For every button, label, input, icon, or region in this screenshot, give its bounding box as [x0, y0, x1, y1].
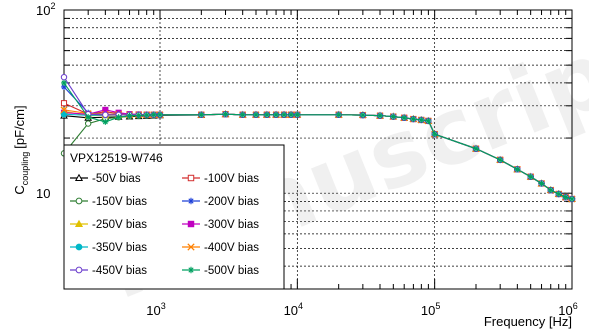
- legend-label: -500V bias: [204, 265, 259, 277]
- tick-layer: 103 104 105 106 10 102: [36, 1, 578, 318]
- legend-label: -200V bias: [204, 196, 259, 208]
- legend-label: -150V bias: [92, 196, 147, 208]
- data-point: [569, 195, 575, 202]
- x-tick-label: 106: [558, 301, 577, 318]
- x-tick-label: 103: [146, 301, 165, 318]
- legend-entry: -450V bias: [70, 265, 147, 277]
- data-point: [135, 112, 142, 119]
- legend-label: -400V bias: [204, 242, 259, 254]
- data-point: [294, 111, 301, 118]
- data-point: [84, 120, 92, 127]
- data-point: [555, 191, 562, 198]
- data-point: [335, 111, 342, 118]
- data-point: [198, 111, 205, 118]
- data-point: [252, 111, 259, 118]
- data-point: [150, 111, 157, 118]
- data-point: [538, 180, 545, 187]
- legend-swatch-marker: [75, 266, 83, 274]
- legend-box: [63, 144, 285, 290]
- legend-label: -250V bias: [92, 219, 147, 231]
- data-point: [239, 111, 246, 118]
- legend-entry: -100V bias: [182, 173, 259, 185]
- legend-swatch-marker: [187, 220, 195, 228]
- x-tick-label: 105: [421, 301, 440, 318]
- legend-entry: -150V bias: [70, 196, 147, 208]
- y-axis-label-main: C: [12, 185, 27, 194]
- legend-entry: -50V bias: [70, 173, 141, 185]
- data-point: [497, 156, 504, 163]
- y-axis-label-unit: [pF/cm]: [12, 105, 27, 148]
- data-point: [547, 187, 554, 194]
- data-point: [377, 112, 384, 119]
- x-axis-label: Frequency [Hz]: [484, 314, 572, 329]
- data-point: [60, 100, 68, 107]
- y-tick-label: 10: [36, 186, 50, 201]
- data-point: [60, 110, 68, 118]
- legend-label: -300V bias: [204, 219, 259, 231]
- data-point: [222, 111, 229, 118]
- data-point: [60, 73, 68, 81]
- data-point: [431, 131, 438, 138]
- legend-swatch-marker: [74, 219, 84, 228]
- data-point: [61, 79, 67, 86]
- data-point: [359, 112, 366, 119]
- data-point: [514, 166, 521, 173]
- legend-entries: -50V bias -100V bias -150V bias -200V bias -…: [70, 173, 259, 277]
- data-point: [281, 111, 288, 118]
- legend-entry: -300V bias: [182, 219, 259, 231]
- legend-swatch-marker: [187, 174, 195, 182]
- data-point: [143, 112, 150, 119]
- y-axis-label: Ccoupling [pF/cm]: [12, 105, 30, 194]
- legend: VPX12519-W746 -50V bias -100V bias -150V b…: [63, 144, 285, 290]
- legend-entry: -350V bias: [70, 242, 147, 254]
- y-axis-label-sub: coupling: [20, 152, 30, 186]
- legend-entry: -250V bias: [70, 219, 147, 231]
- y-tick-label: 102: [36, 1, 55, 18]
- data-point: [562, 194, 569, 201]
- x-tick-label: 104: [284, 301, 303, 318]
- legend-entry: -400V bias: [182, 242, 259, 254]
- legend-swatch-marker: [187, 197, 195, 205]
- legend-swatch-marker: [187, 243, 195, 251]
- data-point: [60, 106, 68, 114]
- legend-label: -50V bias: [92, 173, 141, 185]
- data-point: [102, 111, 109, 118]
- series-10: [61, 79, 575, 202]
- data-point: [85, 114, 92, 121]
- data-point: [273, 111, 280, 118]
- legend-entry: -200V bias: [182, 196, 259, 208]
- data-point: [410, 116, 417, 123]
- data-point: [425, 117, 432, 124]
- data-point: [126, 112, 133, 119]
- legend-label: -450V bias: [92, 265, 147, 277]
- data-point: [156, 111, 163, 118]
- legend-title: VPX12519-W746: [70, 151, 163, 165]
- data-point: [61, 83, 67, 90]
- data-point: [473, 145, 480, 152]
- data-point: [263, 111, 270, 118]
- legend-entry: -500V bias: [182, 265, 259, 277]
- legend-swatch-marker: [74, 173, 84, 182]
- data-point: [102, 118, 109, 125]
- data-point: [418, 116, 425, 123]
- series-layer: [60, 73, 576, 203]
- legend-swatch-marker: [75, 197, 83, 205]
- legend-label: -350V bias: [92, 242, 147, 254]
- data-point: [115, 114, 122, 121]
- data-point: [390, 113, 397, 120]
- legend-swatch-marker: [187, 266, 195, 274]
- data-point: [527, 173, 534, 180]
- data-point: [401, 114, 408, 121]
- legend-swatch-marker: [75, 243, 83, 251]
- data-point: [288, 111, 295, 118]
- legend-label: -100V bias: [204, 173, 259, 185]
